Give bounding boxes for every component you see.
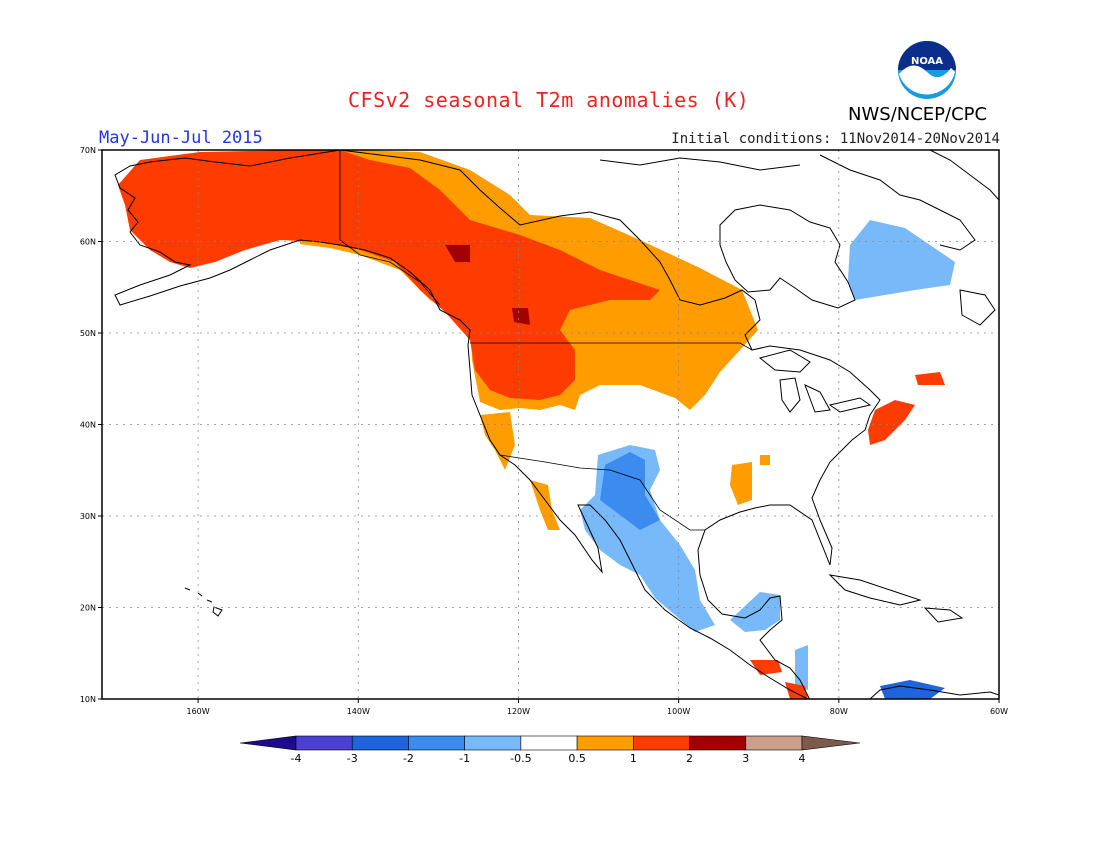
warm-anomaly-central-america-coast (750, 660, 808, 699)
agency-label: NWS/NCEP/CPC (848, 104, 988, 125)
cuba-coastline (828, 574, 922, 606)
initial-conditions: Initial conditions: 11Nov2014-20Nov2014 (671, 131, 1000, 147)
colorbar-label: 1 (630, 752, 637, 765)
north-america-coastline (114, 150, 881, 699)
noaa-logo: NOAA (897, 40, 957, 100)
chart-title: CFSv2 seasonal T2m anomalies (K) (348, 88, 750, 112)
colorbar-label: -2 (403, 752, 414, 765)
colorbar-swatch (408, 735, 465, 751)
map-axes: 70N 60N 50N 40N 30N 20N 10N 160W 140W 120W 100W 80W… (80, 146, 1008, 716)
greenland-coastline (929, 150, 999, 201)
arctic-islands-coastline-2 (599, 157, 801, 171)
great-lakes (758, 349, 872, 413)
hudson-bay-coastline (719, 204, 856, 309)
south-america-coastline (869, 685, 999, 699)
colorbar-label: -3 (347, 752, 358, 765)
warm-anomaly-northeast (868, 372, 945, 445)
lat-tick-label: 10N (80, 695, 96, 704)
lat-tick-label: 70N (80, 146, 96, 155)
colorbar-swatch (689, 735, 747, 751)
lon-tick-label: 80W (830, 707, 848, 716)
colorbar-label: 0.5 (568, 752, 586, 765)
arctic-islands-coastline (819, 154, 976, 251)
logo-text: NOAA (911, 56, 943, 67)
lon-tick-label: 60W (990, 707, 1008, 716)
cool-anomaly-quebec (848, 220, 955, 300)
hawaii-islands (184, 587, 223, 617)
colorbar-swatch (295, 735, 353, 751)
warm-anomaly-gulf (730, 455, 770, 505)
hispaniola-coastline (923, 607, 964, 623)
colorbar-swatch (745, 735, 803, 751)
colorbar-swatch (576, 735, 634, 751)
cool-anomaly-south-america (880, 680, 945, 699)
forecast-period: May-Jun-Jul 2015 (99, 128, 263, 148)
coastlines (114, 150, 999, 699)
us-mexico-border (499, 454, 705, 531)
lon-tick-label: 120W (507, 707, 530, 716)
colorbar-swatch (351, 735, 409, 751)
us-canada-border (470, 342, 753, 351)
colorbar-label: 4 (799, 752, 806, 765)
alaska-canada-border (339, 150, 441, 306)
colorbar-label: 2 (686, 752, 693, 765)
lat-tick-label: 40N (80, 421, 96, 430)
strong-warm-anomaly-alaska-bc (118, 150, 660, 400)
lat-tick-label: 50N (80, 329, 96, 338)
lat-tick-label: 30N (80, 512, 96, 521)
lon-tick-label: 140W (347, 707, 370, 716)
colorbar-label: 3 (742, 752, 749, 765)
colorbar-swatch (464, 735, 522, 751)
newfoundland-coastline (959, 289, 996, 326)
lat-tick-label: 20N (80, 604, 96, 613)
colorbar-swatch (520, 735, 578, 751)
very-strong-warm-anomaly (445, 245, 530, 325)
colorbar-swatch (633, 735, 690, 751)
cool-anomaly-central-america (730, 592, 808, 690)
lon-tick-label: 100W (667, 707, 690, 716)
colorbar-max-arrow (801, 735, 861, 751)
warm-anomaly-us-west-coast (480, 412, 560, 530)
lon-tick-label: 160W (187, 707, 210, 716)
colorbar-label: -4 (291, 752, 302, 765)
map-grid (102, 150, 999, 699)
colorbar-label: -1 (459, 752, 470, 765)
colorbar-label: -0.5 (510, 752, 531, 765)
colorbar-min-arrow (239, 735, 297, 751)
lat-tick-label: 60N (80, 238, 96, 247)
